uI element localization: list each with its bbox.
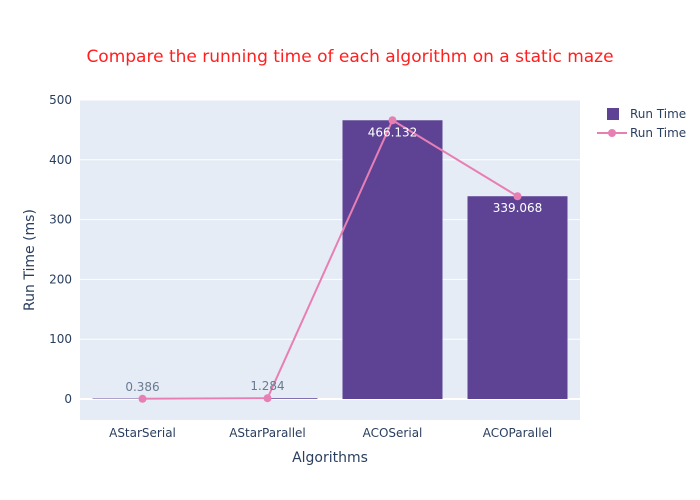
x-tick-label: ACOParallel [483, 426, 553, 440]
x-tick-label: AStarSerial [109, 426, 176, 440]
legend-item-bar[interactable]: Run Time [607, 107, 686, 121]
x-tick-label: AStarParallel [229, 426, 306, 440]
y-tick-label: 100 [49, 332, 72, 346]
bar-series[interactable] [92, 120, 568, 400]
data-label: 339.068 [493, 201, 543, 215]
x-tick-label: ACOSerial [363, 426, 423, 440]
x-axis-title: Algorithms [292, 450, 368, 466]
data-labels: 0.386 1.284 466.132 339.068 [125, 125, 542, 394]
series-line[interactable] [142, 118, 519, 400]
data-label: 466.132 [368, 125, 418, 139]
data-label: 1.284 [250, 379, 284, 393]
legend-bar-swatch [607, 108, 619, 120]
legend-line-marker [608, 129, 616, 137]
line-point[interactable] [388, 116, 397, 125]
line-point[interactable] [513, 192, 522, 201]
y-tick-label: 200 [49, 272, 72, 286]
line-series[interactable] [138, 116, 522, 403]
line-point[interactable] [263, 394, 272, 403]
legend-item-line[interactable]: Run Time [597, 126, 686, 140]
bar[interactable] [467, 196, 568, 399]
y-axis-ticks: 0 100 200 300 400 500 [49, 93, 72, 406]
y-tick-label: 0 [64, 392, 72, 406]
bar[interactable] [342, 120, 443, 400]
legend[interactable]: Run Time Run Time [597, 107, 686, 140]
legend-bar-label: Run Time [630, 107, 686, 121]
y-tick-label: 500 [49, 93, 72, 107]
x-axis-ticks: AStarSerial AStarParallel ACOSerial ACOPara… [109, 426, 552, 440]
data-label: 0.386 [125, 380, 159, 394]
line-point[interactable] [138, 394, 147, 403]
y-axis-title: Run Time (ms) [22, 209, 38, 311]
legend-line-label: Run Time [630, 126, 686, 140]
y-tick-label: 300 [49, 213, 72, 227]
chart-title: Compare the running time of each algorit… [86, 47, 613, 67]
y-tick-label: 400 [49, 153, 72, 167]
